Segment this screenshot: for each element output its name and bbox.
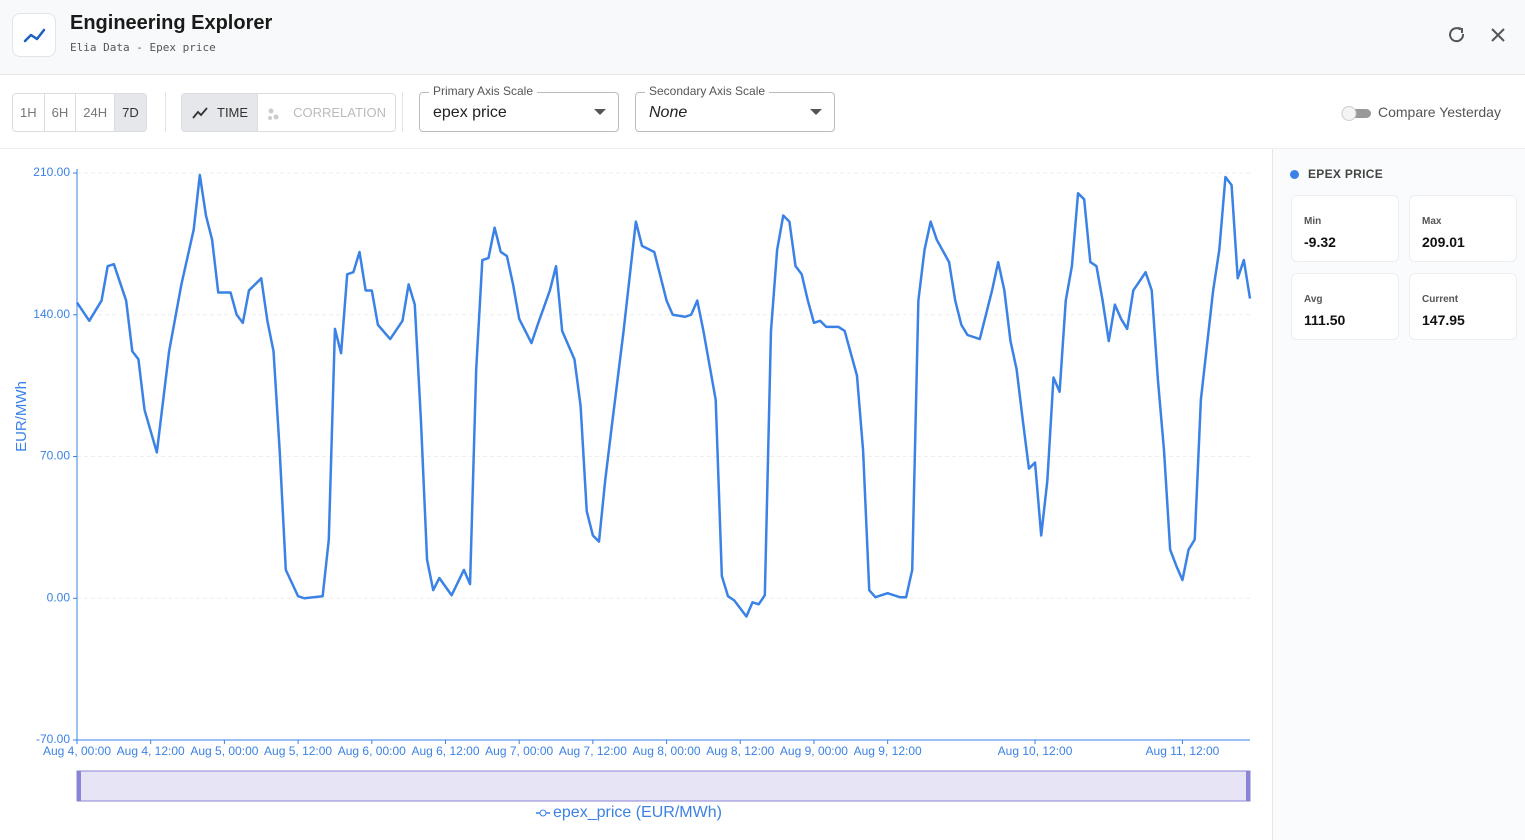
x-tick-label: Aug 5, 00:00 xyxy=(190,744,258,758)
select-value: epex price xyxy=(433,104,507,121)
x-tick-label: Aug 8, 12:00 xyxy=(706,744,774,758)
stat-value: 209.01 xyxy=(1422,234,1465,250)
mode-button[interactable]: TIME xyxy=(182,94,259,131)
stat-card: Avg 111.50 xyxy=(1291,273,1399,340)
price-line xyxy=(75,173,1252,618)
range-button[interactable]: 1H xyxy=(13,94,45,131)
stat-label: Current xyxy=(1422,294,1459,305)
y-axis-label: EUR/MWh xyxy=(13,381,30,452)
mode-label: CORRELATION xyxy=(293,105,386,120)
select-label: Primary Axis Scale xyxy=(429,84,538,98)
x-tick-label: Aug 4, 12:00 xyxy=(117,744,185,758)
legend-marker xyxy=(539,809,547,817)
range-button[interactable]: 24H xyxy=(76,94,116,131)
range-button[interactable]: 6H xyxy=(44,94,77,131)
chart: -70.00 0.00 70.00 140.00 210.00 Aug 4, 00:00 A… xyxy=(13,165,1252,821)
separator xyxy=(402,92,403,132)
x-tick-label: Aug 7, 00:00 xyxy=(485,744,553,758)
stats-panel: EPEX PRICE Min -9.32 Max 209.01 Avg 111.50 Cur… xyxy=(1272,149,1525,840)
secondary-select[interactable]: Secondary Axis Scale None xyxy=(635,84,835,132)
app-icon xyxy=(12,13,56,57)
stat-value: 111.50 xyxy=(1304,312,1346,328)
compare-toggle[interactable] xyxy=(1341,105,1373,121)
mode-label: TIME xyxy=(217,105,249,120)
x-tick-label: Aug 7, 12:00 xyxy=(559,744,627,758)
x-tick-label: Aug 5, 12:00 xyxy=(264,744,332,758)
legend-label: epex_price (EUR/MWh) xyxy=(553,804,722,821)
y-tick-label: -70.00 xyxy=(36,732,70,746)
mode-icon xyxy=(268,108,279,120)
x-tick-label: Aug 6, 12:00 xyxy=(411,744,479,758)
select-label: Secondary Axis Scale xyxy=(645,84,770,98)
stat-label: Min xyxy=(1304,216,1322,227)
x-tick-label: Aug 11, 12:00 xyxy=(1146,744,1220,758)
mode-group: TIME CORRELATION xyxy=(181,93,396,132)
range-button[interactable]: 7D xyxy=(115,94,146,131)
x-tick-label: Aug 10, 12:00 xyxy=(998,744,1073,758)
stat-card: Min -9.32 xyxy=(1291,195,1399,262)
refresh-button[interactable] xyxy=(1447,25,1467,45)
mode-icon xyxy=(192,106,208,119)
x-tick-label: Aug 6, 00:00 xyxy=(338,744,406,758)
header: Engineering Explorer Elia Data - Epex pr… xyxy=(0,0,1525,75)
stat-card: Max 209.01 xyxy=(1409,195,1517,262)
toolbar: 1H 6H 24H 7D TIME CORRELATION Primary Axis S… xyxy=(0,75,1525,149)
separator xyxy=(165,92,166,132)
stats-title: EPEX PRICE xyxy=(1308,167,1384,181)
x-tick-label: Aug 9, 12:00 xyxy=(854,744,922,758)
primary-select[interactable]: Primary Axis Scale epex price xyxy=(419,84,619,132)
stat-label: Max xyxy=(1422,216,1442,227)
stat-value: -9.32 xyxy=(1304,234,1336,250)
app-subtitle: Elia Data - Epex price xyxy=(70,41,216,54)
stat-value: 147.95 xyxy=(1422,312,1465,328)
series-dot xyxy=(1290,170,1299,179)
x-tick-label: Aug 8, 00:00 xyxy=(633,744,701,758)
y-tick-label: 0.00 xyxy=(47,590,71,604)
close-button[interactable] xyxy=(1490,27,1506,43)
x-tick-label: Aug 9, 00:00 xyxy=(780,744,848,758)
range-group: 1H 6H 24H 7D xyxy=(12,93,147,132)
y-tick-label: 70.00 xyxy=(40,449,70,463)
slider-handle xyxy=(77,771,81,801)
y-tick-label: 210.00 xyxy=(33,165,70,179)
mode-button[interactable]: CORRELATION xyxy=(258,94,395,131)
stat-label: Avg xyxy=(1304,294,1323,305)
app-title: Engineering Explorer xyxy=(70,12,273,34)
slider-handle xyxy=(1246,771,1250,801)
range-slider xyxy=(76,770,1251,802)
select-value: None xyxy=(649,104,688,121)
x-tick-label: Aug 4, 00:00 xyxy=(43,744,111,758)
y-tick-label: 140.00 xyxy=(33,307,70,321)
stat-card: Current 147.95 xyxy=(1409,273,1517,340)
compare-label: Compare Yesterday xyxy=(1378,104,1501,120)
